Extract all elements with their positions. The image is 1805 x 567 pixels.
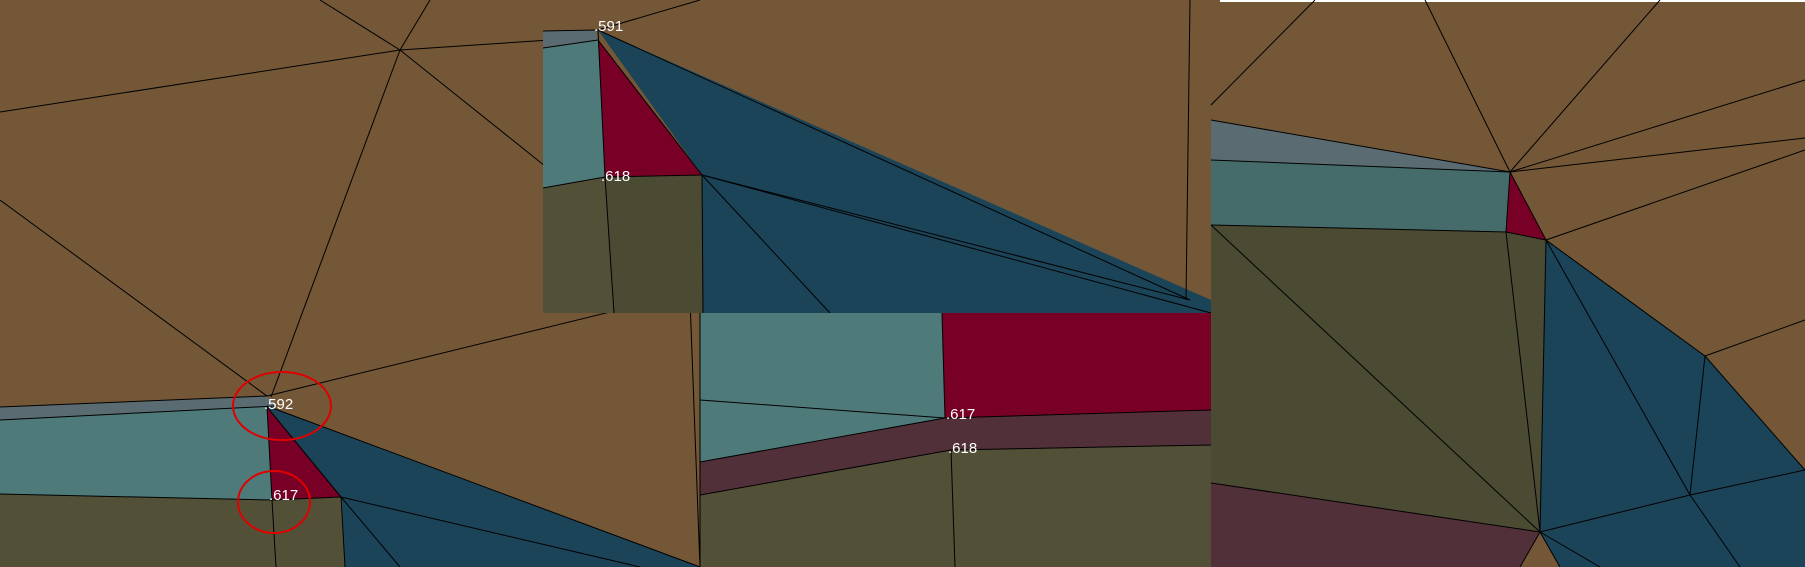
olive-face (0, 494, 276, 567)
label-618-mid: .618 (948, 440, 977, 457)
plum-face-mid (700, 410, 1211, 495)
teal-face-mid (700, 313, 945, 462)
red-annotation-circles (232, 371, 332, 534)
navy-face-right (1540, 240, 1805, 567)
olive-face-2 (272, 497, 345, 567)
left-mesh-edges (0, 0, 701, 567)
label-617-mid: .617 (946, 406, 975, 423)
top-middle-panel (542, 0, 1212, 314)
right-panel (1210, 0, 1805, 567)
top-white-strip (1220, 0, 1805, 2)
node-labels: .591 .618 .592 .617 .617 .618 (264, 18, 977, 504)
mid-mesh-edges (699, 312, 1212, 567)
olive-face-right (1211, 225, 1546, 532)
teal-face-right (1211, 160, 1510, 232)
olive-face-top (543, 177, 614, 313)
highlight-circle-617 (237, 470, 311, 534)
label-591: .591 (594, 18, 623, 35)
bottom-middle-panel (699, 312, 1212, 567)
plum-face-right (1211, 483, 1540, 567)
slate-face (0, 396, 275, 420)
top-mesh-edges (542, 0, 1212, 314)
teal-face-top (543, 40, 605, 188)
label-592: .592 (264, 396, 293, 413)
right-mesh-edges (1210, 0, 1805, 567)
navy-face-top (598, 30, 1211, 313)
label-617-left: .617 (269, 487, 298, 504)
teal-face (0, 406, 275, 500)
brown-face-right-2 (1705, 320, 1805, 470)
slate-face-top (543, 30, 598, 48)
crimson-face-mid (942, 313, 1211, 418)
label-618-top: .618 (601, 168, 630, 185)
olive-dark-face-top (605, 175, 703, 313)
crimson-face-right (1506, 172, 1546, 240)
highlight-circle-592 (232, 371, 332, 441)
